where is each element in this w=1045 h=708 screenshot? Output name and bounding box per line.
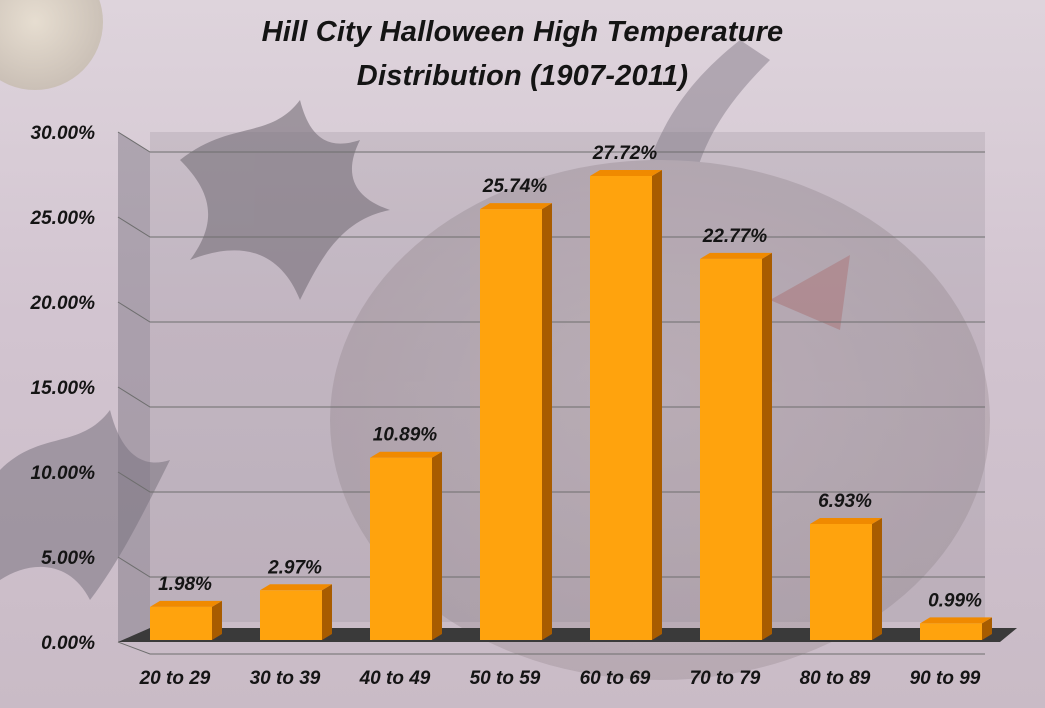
bar-30-to-39: 2.97%	[260, 557, 332, 640]
gridline	[117, 641, 985, 655]
bar-top	[590, 170, 662, 176]
x-tick-label: 80 to 89	[800, 668, 871, 689]
bar-side	[982, 617, 992, 640]
bar-side	[652, 170, 662, 640]
y-tick-label: 0.00%	[41, 633, 95, 654]
y-tick-label: 15.00%	[31, 378, 96, 399]
bar-side	[872, 518, 882, 640]
chart-title-line-2: Distribution (1907-2011)	[356, 60, 689, 92]
y-axis-ticks: 0.00% 5.00% 10.00% 15.00% 20.00% 25.00% 30.00%	[30, 123, 96, 654]
gridline	[117, 131, 985, 153]
data-label: 10.89%	[373, 425, 438, 446]
plot-floor	[118, 628, 1017, 642]
bar-top	[150, 600, 222, 607]
data-label: 27.72%	[592, 143, 658, 164]
bar-top	[260, 584, 332, 591]
bar-front	[920, 623, 982, 640]
x-tick-label: 40 to 49	[359, 668, 431, 689]
x-tick-label: 70 to 79	[690, 668, 761, 689]
data-label: 25.74%	[482, 176, 548, 197]
moon-decoration	[0, 0, 103, 90]
data-label: 22.77%	[702, 226, 768, 247]
bar-90-to-99: 0.99%	[920, 590, 992, 640]
y-tick-label: 25.00%	[30, 208, 96, 229]
pumpkin-eye-decoration	[770, 255, 850, 330]
data-label: 2.97%	[267, 557, 322, 578]
y-tick-label: 10.00%	[31, 463, 96, 484]
x-tick-label: 30 to 39	[250, 668, 321, 689]
bar-side	[212, 600, 222, 640]
bar-top	[810, 518, 882, 524]
bar-70-to-79: 22.77%	[700, 226, 772, 640]
x-tick-label: 20 to 29	[139, 668, 211, 689]
bar-front	[260, 590, 322, 640]
bar-40-to-49: 10.89%	[370, 425, 442, 640]
bar-top	[920, 617, 992, 624]
gridline	[117, 216, 985, 238]
bar-front	[700, 258, 762, 640]
bar-50-to-59: 25.74%	[480, 176, 552, 640]
y-tick-label: 5.00%	[41, 548, 95, 569]
x-tick-label: 90 to 99	[910, 668, 981, 689]
plot-area: 0.00% 5.00% 10.00% 15.00% 20.00% 25.00% 30.00%…	[30, 123, 1017, 689]
bar-side	[542, 203, 552, 640]
bar-front	[810, 524, 872, 640]
bar-side	[762, 252, 772, 640]
bar-top	[370, 451, 442, 458]
plot-back-wall	[150, 132, 985, 622]
bar-front	[480, 209, 542, 640]
x-tick-label: 50 to 59	[470, 668, 541, 689]
data-label: 0.99%	[928, 590, 982, 611]
data-label: 6.93%	[818, 491, 872, 512]
bar-60-to-69: 27.72%	[590, 143, 662, 640]
bars: 1.98% 2.97% 10.89% 25.74% 27.72% 22.77% 6.93% 0…	[150, 143, 992, 640]
bat-decoration	[180, 100, 390, 300]
plot-side-wall	[118, 132, 150, 642]
bar-80-to-89: 6.93%	[810, 491, 882, 640]
bar-side	[322, 584, 332, 640]
bar-front	[370, 457, 432, 640]
bar-20-to-29: 1.98%	[150, 574, 222, 640]
bat-shadow-decoration	[0, 410, 170, 600]
x-tick-label: 60 to 69	[580, 668, 651, 689]
bar-front	[150, 606, 212, 640]
x-axis-ticks: 20 to 29 30 to 39 40 to 49 50 to 59 60 to 69…	[139, 668, 981, 689]
y-tick-label: 30.00%	[31, 123, 96, 144]
chart-title-line-1: Hill City Halloween High Temperature	[261, 16, 784, 48]
data-label: 1.98%	[158, 574, 212, 595]
y-tick-label: 20.00%	[30, 293, 96, 314]
pumpkin-stem-decoration	[640, 40, 770, 200]
bar-top	[480, 203, 552, 210]
bar-side	[432, 451, 442, 640]
bar-front	[590, 176, 652, 640]
bar-top	[700, 252, 772, 259]
